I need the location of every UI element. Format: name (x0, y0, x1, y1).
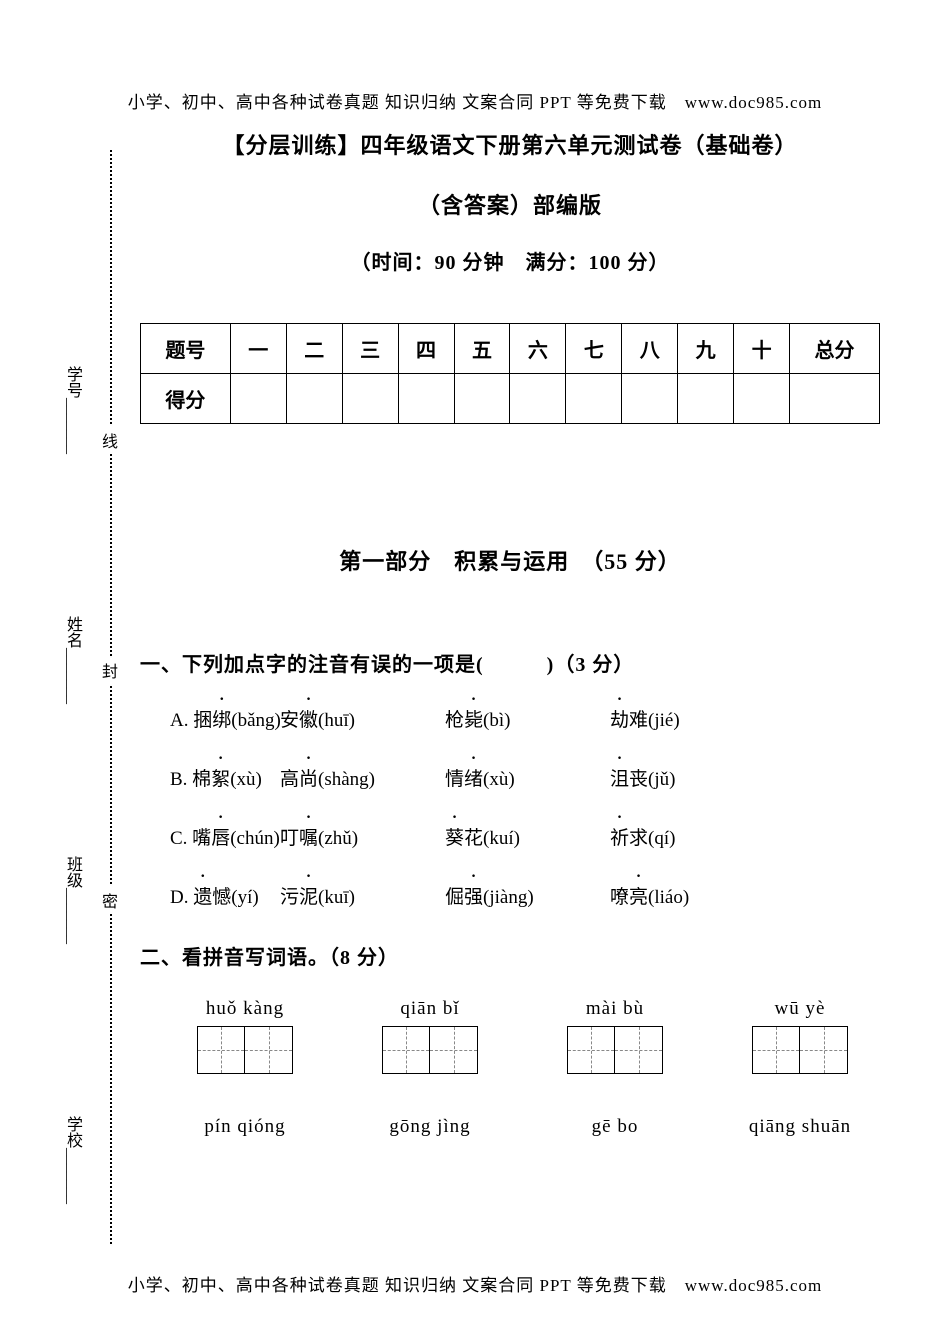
score-blank-cell (566, 374, 622, 424)
q1-title: 一、下列加点字的注音有误的一项是( )（3 分） (140, 648, 880, 677)
doc-title-2: （含答案）部编版 (140, 188, 880, 220)
score-blank-cell (454, 374, 510, 424)
char-boxes (180, 1026, 310, 1074)
score-blank-cell (790, 374, 880, 424)
pinyin-text: huǒ kàng (180, 998, 310, 1020)
score-blank-cell (342, 374, 398, 424)
q2-row1: huǒ kàng qiān bǐ mài bù wū yè (180, 998, 880, 1074)
seal-feng: 封 (102, 656, 118, 684)
score-blank-cell (734, 374, 790, 424)
score-header-cell: 总分 (790, 324, 880, 374)
score-header-cell: 七 (566, 324, 622, 374)
pinyin-text: wū yè (735, 998, 865, 1020)
score-blank-row: 得分 (141, 374, 880, 424)
score-header-cell: 一 (230, 324, 286, 374)
option-item: C. 嘴唇(chún) (170, 823, 280, 850)
score-blank-cell (622, 374, 678, 424)
page-header: 小学、初中、高中各种试卷真题 知识归纳 文案合同 PPT 等免费下载 www.d… (0, 88, 950, 113)
option-item: 污泥(kuī) (280, 882, 445, 909)
char-boxes (365, 1026, 495, 1074)
option-row: D. 遗憾(yí)污泥(kuī)倔强(jiàng)嘹亮(liáo) (170, 882, 880, 909)
score-blank-cell (230, 374, 286, 424)
section-1-title: 第一部分 积累与运用 （55 分） (140, 544, 880, 576)
pinyin-item: huǒ kàng (180, 998, 310, 1074)
label-name: 姓名_______ (60, 616, 84, 704)
page-footer: 小学、初中、高中各种试卷真题 知识归纳 文案合同 PPT 等免费下载 www.d… (0, 1271, 950, 1296)
score-blank-cell (398, 374, 454, 424)
q2-grid: huǒ kàng qiān bǐ mài bù wū yè (180, 998, 880, 1074)
pinyin-item: gē bo (550, 1116, 680, 1138)
score-header-cell: 四 (398, 324, 454, 374)
score-header-cell: 题号 (141, 324, 231, 374)
option-item: 祈求(qí) (610, 823, 775, 850)
option-item: 安徽(huī) (280, 705, 445, 732)
option-item: 嘹亮(liáo) (610, 882, 775, 909)
option-item: D. 遗憾(yí) (170, 882, 280, 909)
score-header-cell: 二 (286, 324, 342, 374)
q2-title: 二、看拼音写词语。（8 分） (140, 941, 880, 970)
score-header-row: 题号一二三四五六七八九十总分 (141, 324, 880, 374)
option-item: 葵花(kuí) (445, 823, 610, 850)
option-row: B. 棉絮(xù)高尚(shàng)情绪(xù)沮丧(jǔ) (170, 764, 880, 791)
char-boxes (550, 1026, 680, 1074)
char-box (800, 1026, 848, 1074)
pinyin-text: gē bo (550, 1116, 680, 1138)
option-item: 沮丧(jǔ) (610, 764, 775, 791)
pinyin-item: qiān bǐ (365, 998, 495, 1074)
char-box (615, 1026, 663, 1074)
option-row: C. 嘴唇(chún)叮嘱(zhǔ)葵花(kuí)祈求(qí) (170, 823, 880, 850)
pinyin-text: pín qióng (180, 1116, 310, 1138)
doc-title-1: 【分层训练】四年级语文下册第六单元测试卷（基础卷） (140, 128, 880, 160)
score-row-label: 得分 (141, 374, 231, 424)
time-info: （时间：90 分钟 满分：100 分） (140, 246, 880, 275)
label-class: 班级_______ (60, 856, 84, 944)
score-header-cell: 五 (454, 324, 510, 374)
pinyin-item: mài bù (550, 998, 680, 1074)
score-header-cell: 九 (678, 324, 734, 374)
score-header-cell: 十 (734, 324, 790, 374)
option-row: A. 捆绑(bǎng)安徽(huī)枪毙(bì)劫难(jié) (170, 705, 880, 732)
option-item: 情绪(xù) (445, 764, 610, 791)
pinyin-item: qiāng shuān (735, 1116, 865, 1138)
char-box (245, 1026, 293, 1074)
char-box (382, 1026, 430, 1074)
pinyin-text: mài bù (550, 998, 680, 1020)
option-item: A. 捆绑(bǎng) (170, 705, 280, 732)
char-boxes (735, 1026, 865, 1074)
option-item: 倔强(jiàng) (445, 882, 610, 909)
label-school: 学校_______ (60, 1116, 84, 1204)
seal-mi: 密 (102, 886, 118, 914)
q1-options: A. 捆绑(bǎng)安徽(huī)枪毙(bì)劫难(jié) B. 棉絮(xù)… (170, 705, 880, 909)
score-header-cell: 六 (510, 324, 566, 374)
content-area: 【分层训练】四年级语文下册第六单元测试卷（基础卷） （含答案）部编版 （时间：9… (140, 128, 880, 1138)
pinyin-text: qiāng shuān (735, 1116, 865, 1138)
pinyin-text: gōng jìng (365, 1116, 495, 1138)
pinyin-text: qiān bǐ (365, 998, 495, 1020)
pinyin-item: gōng jìng (365, 1116, 495, 1138)
option-item: 劫难(jié) (610, 705, 775, 732)
option-item: B. 棉絮(xù) (170, 764, 280, 791)
score-table: 题号一二三四五六七八九十总分 得分 (140, 323, 880, 424)
option-item: 高尚(shàng) (280, 764, 445, 791)
label-id: 学号_______ (60, 366, 84, 454)
char-box (567, 1026, 615, 1074)
dotted-line (110, 150, 112, 1244)
pinyin-item: pín qióng (180, 1116, 310, 1138)
score-blank-cell (678, 374, 734, 424)
option-item: 枪毙(bì) (445, 705, 610, 732)
char-box (197, 1026, 245, 1074)
seal-xian: 线 (102, 426, 118, 454)
score-blank-cell (286, 374, 342, 424)
option-item: 叮嘱(zhǔ) (280, 823, 445, 850)
char-box (430, 1026, 478, 1074)
score-blank-cell (510, 374, 566, 424)
pinyin-item: wū yè (735, 998, 865, 1074)
binding-margin: 学校_______ 班级_______ 姓名_______ 学号_______ … (60, 150, 130, 1244)
char-box (752, 1026, 800, 1074)
score-header-cell: 三 (342, 324, 398, 374)
score-header-cell: 八 (622, 324, 678, 374)
q2-row2: pín qióng gōng jìng gē bo qiāng shuān (180, 1116, 880, 1138)
